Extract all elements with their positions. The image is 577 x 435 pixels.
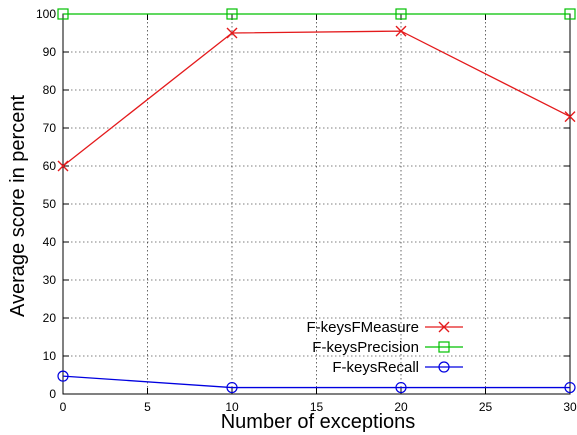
series-1 [57,25,576,172]
axis-ticks: 0 10 20 30 40 50 60 70 80 90 100 0 5 10 15 20 25 30 [36,7,577,414]
legend-label: F-keysPrecision [312,339,419,356]
y-tick-label: 80 [43,83,57,97]
marker-circle [226,381,238,394]
y-tick-label: 20 [43,311,57,325]
x-tick-label: 30 [563,400,577,414]
marker-square [226,8,238,20]
series-3 [57,370,576,394]
grid [63,14,570,394]
marker-circle [438,361,450,373]
x-axis-title: Number of exceptions [221,411,416,433]
x-tick-label: 20 [394,400,408,414]
marker-square [57,8,69,20]
marker-x [395,25,407,37]
marker-square [564,8,576,20]
series-2 [57,8,576,20]
x-tick-label: 10 [225,400,239,414]
x-tick-label: 15 [310,400,324,414]
y-tick-label: 100 [36,7,56,21]
x-tick-label: 0 [60,400,67,414]
marker-circle [57,370,69,382]
series-lines [57,8,576,394]
series-line [62,30,571,167]
y-tick-label: 0 [49,387,56,401]
x-tick-label: 5 [144,400,151,414]
y-tick-label: 50 [43,197,57,211]
legend-label: F-keysFMeasure [306,319,419,336]
legend-label: F-keysRecall [332,359,419,376]
marker-x [57,160,69,172]
marker-circle [395,381,407,394]
marker-circle [564,381,576,394]
marker-square [438,341,450,353]
marker-x [564,111,576,123]
y-tick-label: 10 [43,349,57,363]
marker-square [395,8,407,20]
series-line [62,375,570,389]
y-tick-label: 30 [43,273,57,287]
y-tick-label: 40 [43,235,57,249]
y-tick-label: 60 [43,159,57,173]
legend: F-keysFMeasure F-keysPrecision F-keysRecal… [306,319,463,376]
marker-x [226,27,238,39]
y-axis-title: Average score in percent [7,95,29,317]
marker-x [438,321,450,333]
y-tick-label: 70 [43,121,57,135]
x-tick-label: 25 [479,400,493,414]
y-tick-label: 90 [43,45,57,59]
